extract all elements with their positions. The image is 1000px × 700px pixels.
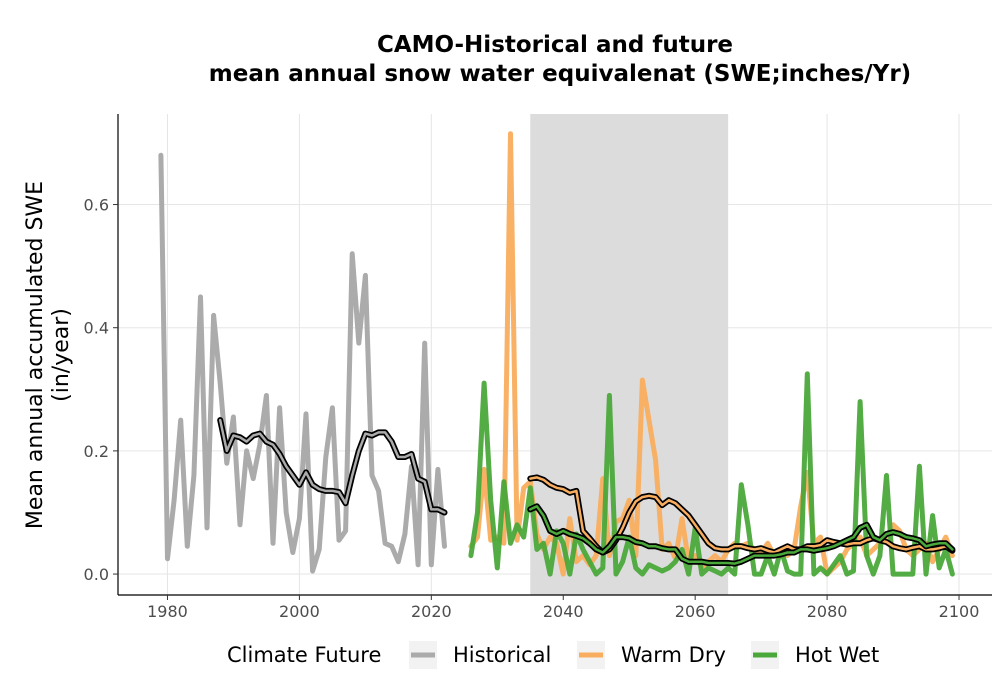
legend-item-historical: Historical — [409, 641, 551, 669]
y-axis-title-line-2: (in/year) — [49, 308, 74, 402]
legend-label-historical: Historical — [453, 643, 551, 667]
y-tick-label: 0.0 — [84, 565, 109, 584]
legend-item-warm-dry: Warm Dry — [577, 641, 726, 669]
x-tick-label: 2040 — [543, 602, 584, 621]
series-line-hot-wet — [468, 371, 955, 577]
legend-title: Climate Future — [227, 643, 381, 667]
y-axis-ticks: 0.0 0.2 0.4 0.6 — [84, 196, 118, 584]
y-axis-title-line-1: Mean annual accumulated SWE — [23, 181, 48, 529]
y-tick-label: 0.2 — [84, 442, 109, 461]
x-tick-label: 2100 — [939, 602, 980, 621]
legend-item-hot-wet: Hot Wet — [751, 641, 879, 669]
legend-label-warm-dry: Warm Dry — [621, 643, 726, 667]
y-tick-label: 0.4 — [84, 319, 109, 338]
x-axis-ticks: 1980 2000 2020 2040 2060 2080 2100 — [147, 595, 979, 621]
x-tick-label: 2000 — [279, 602, 320, 621]
smoothed-lines — [217, 417, 956, 567]
legend-label-hot-wet: Hot Wet — [795, 643, 879, 667]
x-tick-label: 2060 — [675, 602, 716, 621]
chart-title-line-1: CAMO-Historical and future — [377, 32, 733, 58]
chart-title-line-2: mean annual snow water equivalenat (SWE;… — [209, 61, 911, 87]
y-axis-title: Mean annual accumulated SWE (in/year) — [23, 181, 74, 529]
x-tick-label: 2080 — [807, 602, 848, 621]
y-tick-label: 0.6 — [84, 196, 109, 215]
x-tick-label: 2020 — [411, 602, 452, 621]
series-line-warm-dry — [468, 131, 955, 577]
smoothed-line-hot-wet — [529, 505, 954, 565]
smoothed-line-historical — [218, 418, 446, 514]
x-tick-label: 1980 — [147, 602, 188, 621]
series-line-historical — [158, 152, 447, 574]
legend: Climate Future Historical Warm Dry Hot W… — [227, 641, 879, 669]
series-lines — [158, 131, 955, 577]
shaded-period-band — [530, 114, 729, 595]
